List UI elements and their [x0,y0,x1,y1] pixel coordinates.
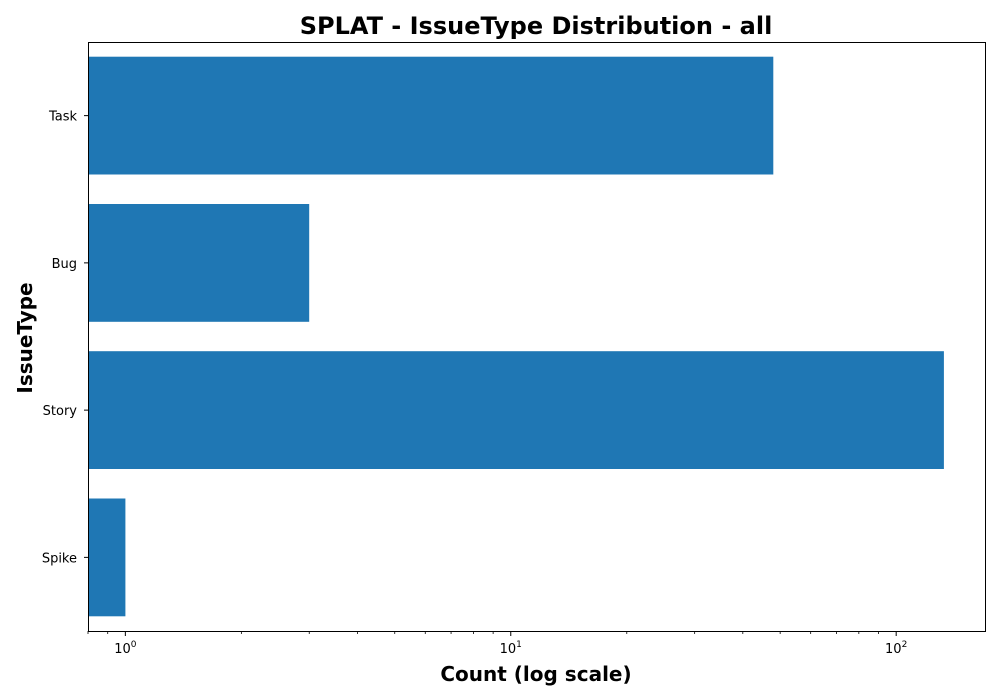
bar-bug [88,204,310,322]
y-axis-label: IssueType [13,282,37,393]
bar-task [88,56,774,175]
y-tick-label-spike: Spike [42,551,77,566]
x-tick-label: 100 [114,640,137,657]
bars-group [88,56,944,617]
x-axis-ticks: 100 101 102 [87,631,907,657]
y-tick-label-bug: Bug [52,257,77,272]
y-tick-label-task: Task [48,110,78,125]
x-axis-label: Count (log scale) [440,662,631,686]
y-tick-label-story: Story [43,404,78,419]
y-axis-ticks: Task Bug Story Spike [42,110,88,566]
bar-spike [88,498,126,617]
chart-title: SPLAT - IssueType Distribution - all [300,12,773,40]
x-tick-label: 101 [500,640,522,657]
x-tick-label: 102 [885,640,907,657]
bar-story [88,351,944,469]
plot-area-frame [88,42,986,632]
